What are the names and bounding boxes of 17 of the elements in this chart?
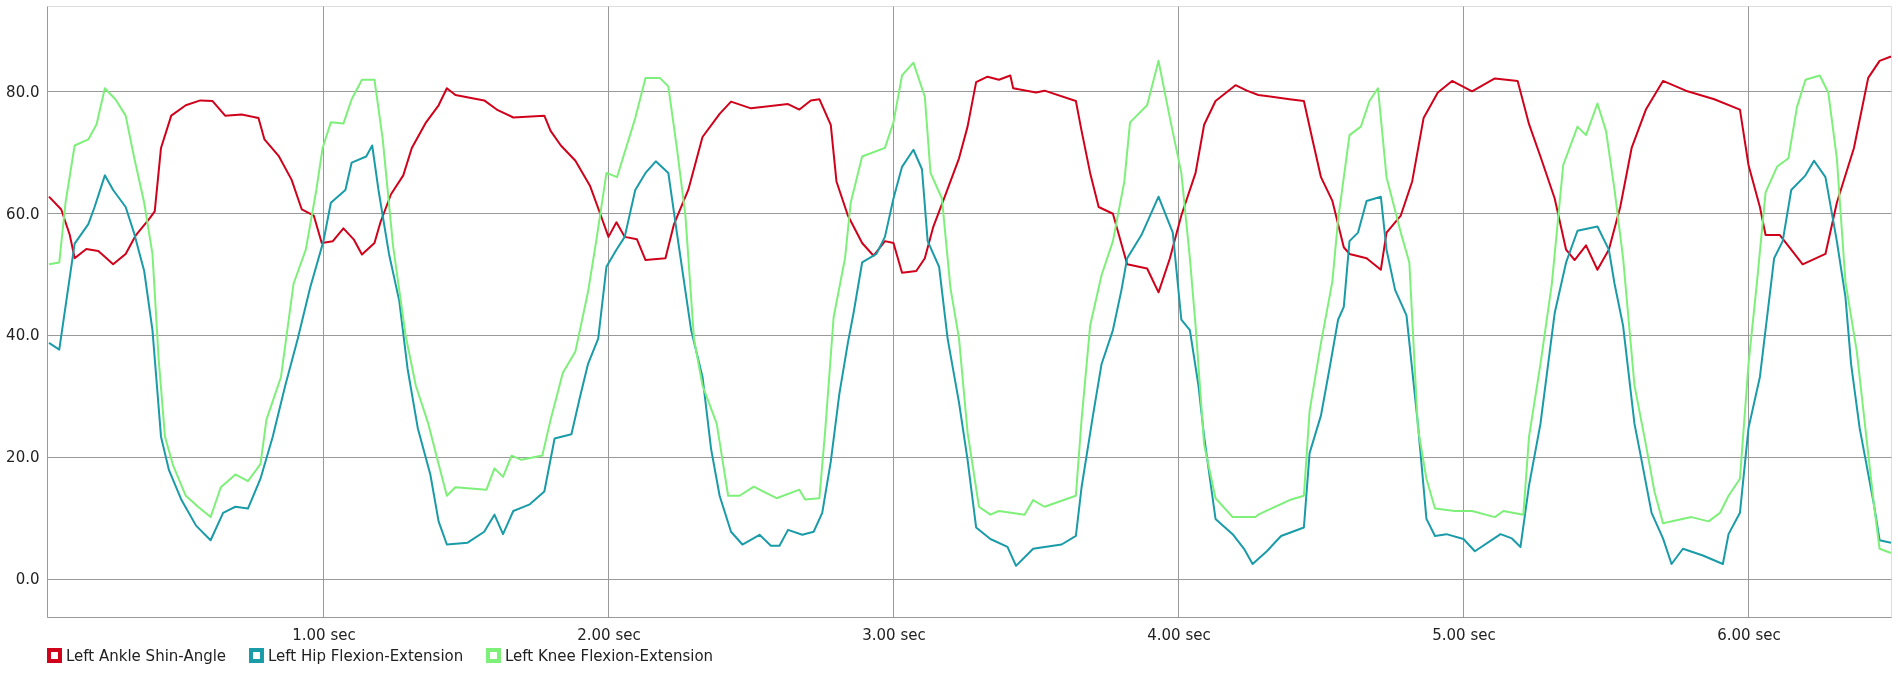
y-tick-label: 60.0 bbox=[6, 204, 40, 223]
x-tick-label: 2.00 sec bbox=[577, 625, 641, 644]
x-tick-label: 4.00 sec bbox=[1147, 625, 1211, 644]
line-series bbox=[48, 144, 1892, 567]
line-series bbox=[48, 59, 1892, 555]
legend-label: Left Hip Flexion-Extension bbox=[268, 646, 464, 665]
y-tick-label: 0.0 bbox=[15, 570, 40, 589]
x-tick-label: 1.00 sec bbox=[292, 625, 356, 644]
y-tick-label: 80.0 bbox=[6, 82, 40, 101]
legend-label: Left Knee Flexion-Extension bbox=[505, 646, 714, 665]
x-tick-label: 6.00 sec bbox=[1717, 625, 1781, 644]
x-tick-label: 3.00 sec bbox=[862, 625, 926, 644]
y-tick-label: 40.0 bbox=[6, 326, 40, 345]
line-series bbox=[48, 55, 1892, 294]
legend-label: Left Ankle Shin-Angle bbox=[66, 646, 227, 665]
y-tick-label: 20.0 bbox=[6, 448, 40, 467]
x-tick-label: 5.00 sec bbox=[1432, 625, 1496, 644]
